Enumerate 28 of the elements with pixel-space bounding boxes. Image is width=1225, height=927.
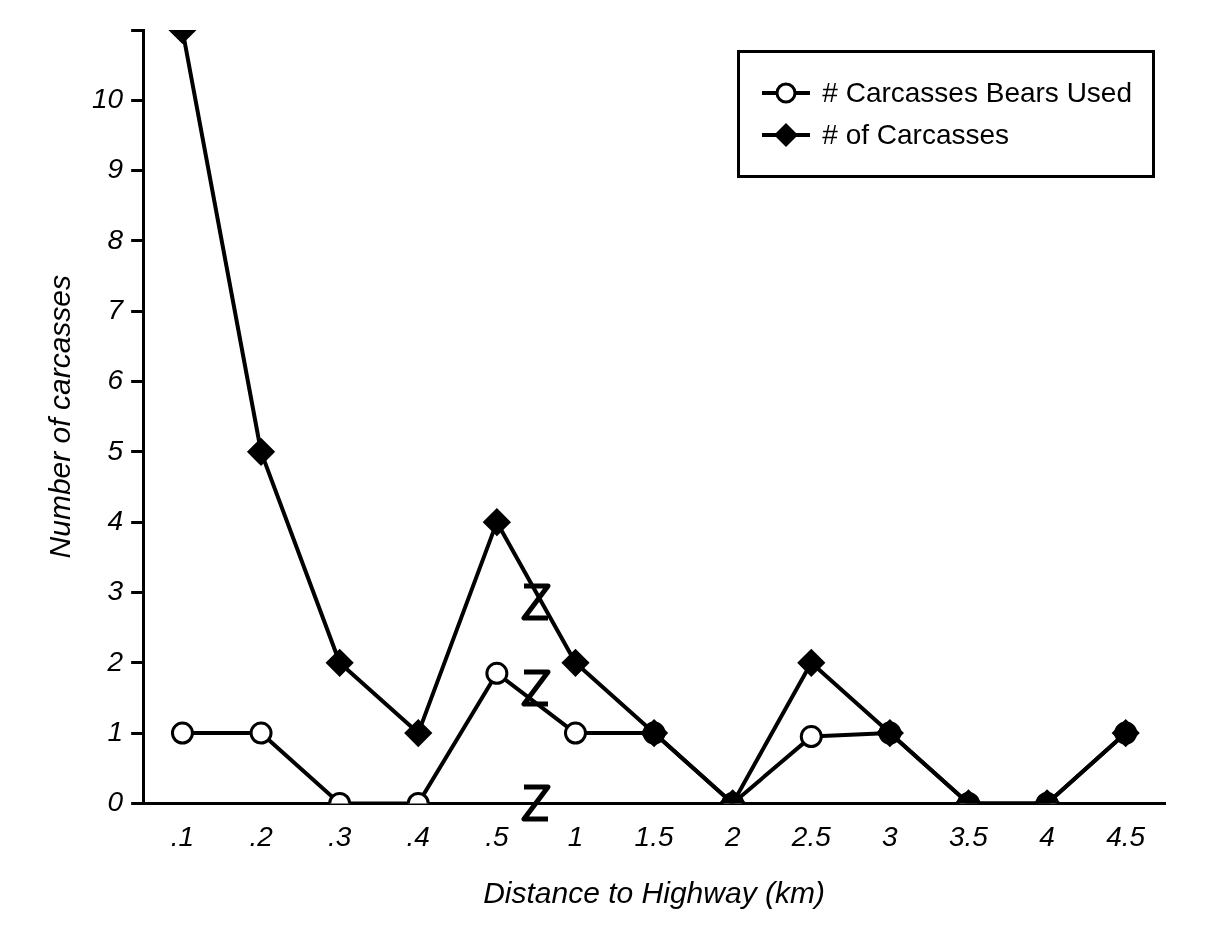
x-tick-label: 4 xyxy=(1039,821,1055,852)
y-axis-title: Number of carcasses xyxy=(43,274,77,559)
x-tick-label: 1.5 xyxy=(634,821,674,852)
x-tick-label: .1 xyxy=(170,821,195,852)
y-tick-label: 7 xyxy=(107,294,125,326)
x-tick-label: 4.5 xyxy=(1106,821,1146,852)
x-tick-label: .3 xyxy=(327,821,352,852)
x-tick-label: 2 xyxy=(723,821,741,852)
x-tick-label: 2.5 xyxy=(790,821,832,852)
y-tick-label: 8 xyxy=(107,223,124,255)
x-tick-label: 1 xyxy=(567,821,584,852)
y-tick-label: 5 xyxy=(107,434,124,466)
x-tick-label: 3 xyxy=(882,821,899,852)
y-tick-label: 0 xyxy=(107,786,124,818)
y-tick-label: 3 xyxy=(107,575,124,607)
y-tick-label: 9 xyxy=(107,153,124,185)
x-axis-title: Distance to Highway (km) xyxy=(483,876,825,910)
legend-label: # Carcasses Bears Used xyxy=(822,77,1132,109)
y-tick-label: 4 xyxy=(107,504,124,536)
y-tick-label: 2 xyxy=(106,645,124,677)
x-tick-label: .2 xyxy=(249,821,274,852)
x-tick-label: .4 xyxy=(406,821,430,852)
legend-label: # of Carcasses xyxy=(822,119,1010,151)
x-tick-label: 3.5 xyxy=(949,821,989,852)
y-tick-label: 1 xyxy=(107,715,124,747)
y-tick-label: 10 xyxy=(91,83,124,115)
x-tick-label: .5 xyxy=(485,821,509,852)
y-tick-label: 6 xyxy=(107,364,124,396)
